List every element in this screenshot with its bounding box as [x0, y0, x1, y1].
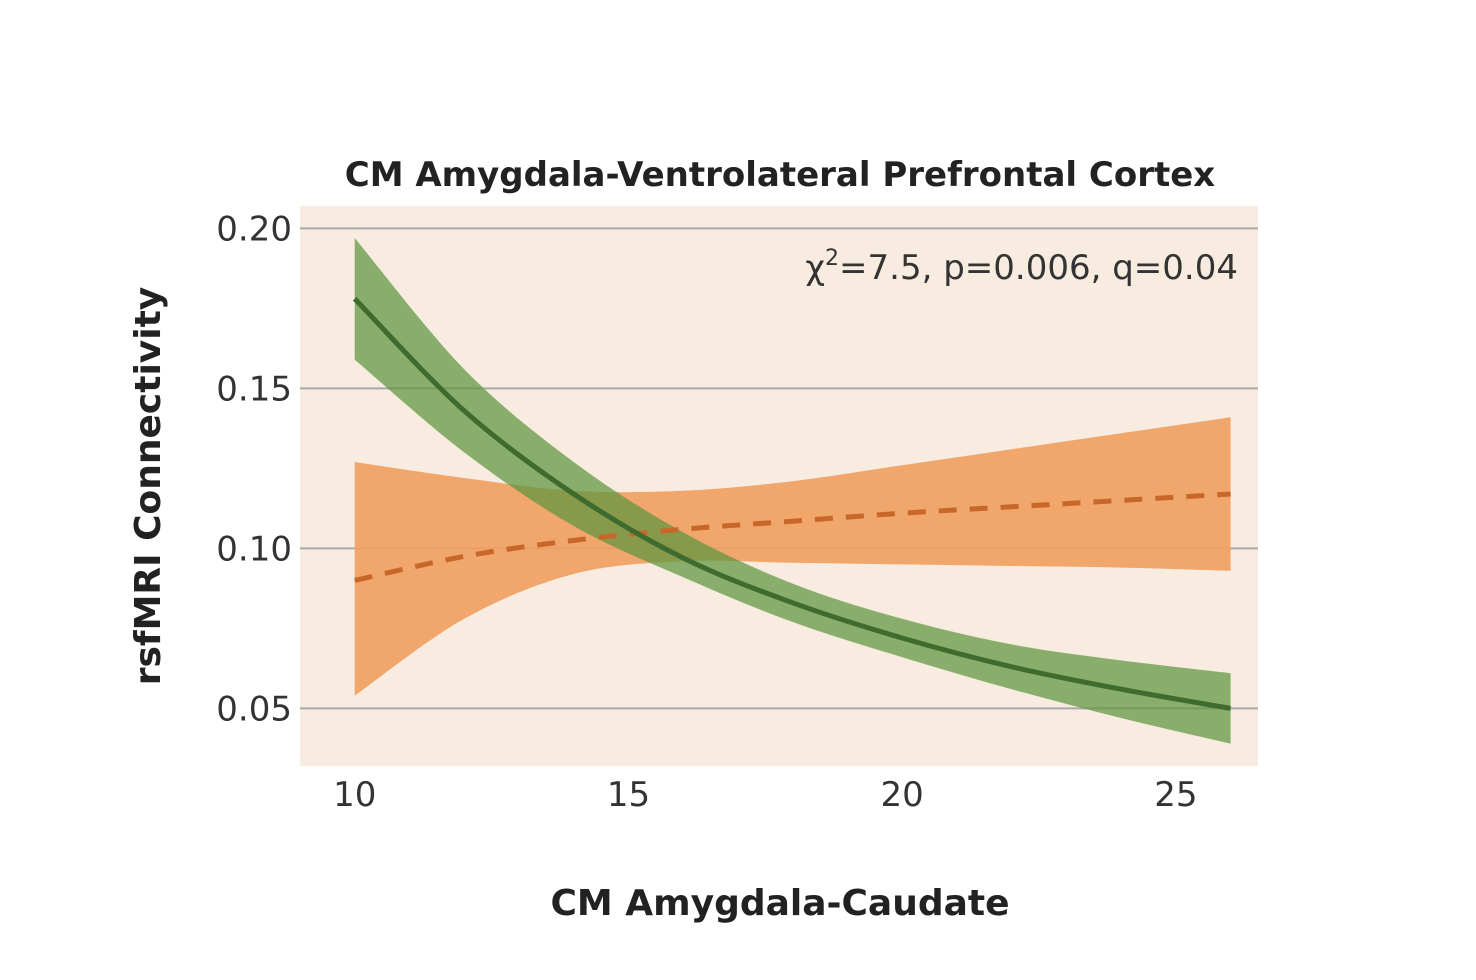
- confidence-band-dashed: [354, 417, 1231, 696]
- x-axis-label: CM Amygdala-Caudate: [550, 883, 1009, 924]
- chart-title: CM Amygdala-Ventrolateral Prefrontal Cor…: [345, 155, 1216, 195]
- y-tick-label: 0.05: [216, 689, 292, 729]
- x-tick-label: 20: [881, 775, 924, 815]
- fit-line-solid: [352, 297, 1232, 711]
- stats-annotation: χ2=7.5, p=0.006, q=0.04: [805, 246, 1238, 288]
- stats-values: =7.5, p=0.006, q=0.04: [839, 248, 1238, 288]
- y-tick-labels: 0.05 0.10 0.15 0.20: [216, 209, 292, 729]
- fit-lines: [352, 297, 1232, 711]
- y-tick-label: 0.10: [216, 529, 292, 569]
- chi-superscript: 2: [825, 246, 839, 271]
- chi-symbol: χ: [805, 248, 825, 288]
- fit-line-dashed: [354, 491, 1231, 583]
- x-tick-label: 10: [333, 775, 376, 815]
- y-axis-label: rsfMRI Connectivity: [128, 287, 169, 686]
- x-tick-labels: 10 15 20 25: [333, 775, 1197, 815]
- y-tick-label: 0.20: [216, 209, 292, 249]
- x-tick-label: 15: [607, 775, 650, 815]
- y-tick-label: 0.15: [216, 369, 292, 409]
- x-tick-label: 25: [1154, 775, 1197, 815]
